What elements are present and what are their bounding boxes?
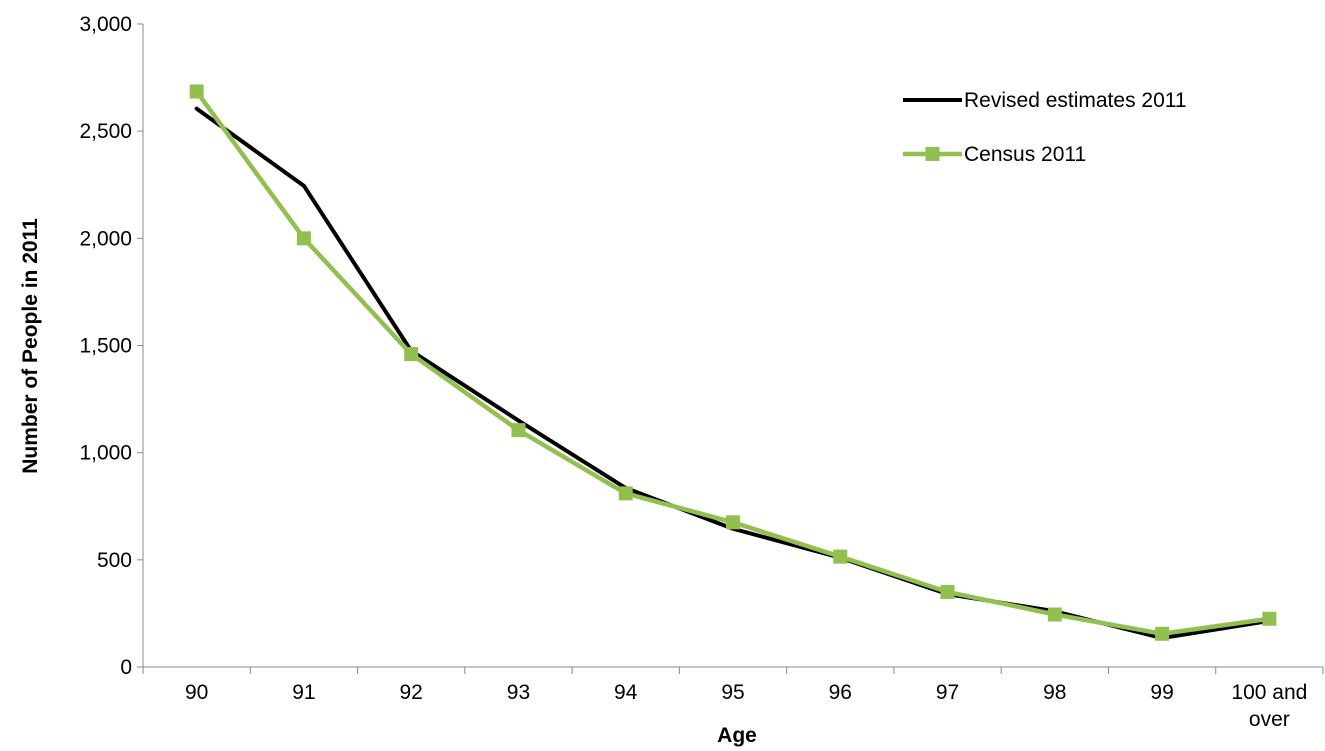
x-tick-label: 90: [185, 681, 208, 704]
census-data-point: [296, 231, 311, 246]
legend: Revised estimates 2011 Census 2011: [903, 89, 1187, 166]
census-data-point: [833, 549, 848, 564]
census-data-point: [511, 423, 526, 438]
y-tick-label: 1,500: [79, 335, 132, 358]
x-tick-label: 91: [292, 681, 315, 704]
x-tick-label: 98: [1043, 681, 1066, 704]
x-tick-label: 96: [829, 681, 852, 704]
legend-label: Census 2011: [964, 143, 1086, 166]
census-data-point: [726, 515, 740, 530]
x-tick-label: 97: [936, 681, 959, 704]
x-tick-label: 99: [1150, 681, 1173, 704]
x-tick-label: 100 and over: [1231, 681, 1307, 731]
y-tick-label: 2,000: [79, 227, 132, 250]
y-tick-label: 0: [120, 656, 132, 679]
series-line-census: [194, 89, 1272, 637]
series: [189, 84, 1277, 641]
y-tick-label: 3,000: [79, 13, 132, 36]
census-data-point: [940, 584, 955, 599]
y-axis-title: Number of People in 2011: [19, 218, 42, 474]
census-data-point: [1262, 611, 1277, 626]
y-tick-label: 1,000: [79, 442, 132, 465]
x-tick-label: 95: [721, 681, 744, 704]
census-data-point: [1047, 607, 1062, 622]
x-tick-label: 93: [507, 681, 530, 704]
y-axis-ticks: 0 500 1,000 1,500 2,000 2,500 3,000: [79, 13, 143, 679]
series-line-revised-estimates: [194, 106, 1272, 641]
axes: [142, 24, 1323, 668]
census-data-point: [189, 84, 204, 99]
legend-label: Revised estimates 2011: [964, 89, 1187, 112]
y-tick-label: 2,500: [79, 120, 132, 143]
x-axis-ticks: 90 91 92 93 94 95 96 97 98 99 100 and over: [142, 667, 1324, 731]
y-tick-label: 500: [97, 549, 132, 572]
x-tick-label: 92: [400, 681, 423, 704]
legend-swatch-marker: [925, 147, 940, 161]
census-data-point: [618, 486, 633, 501]
census-data-point: [404, 347, 419, 362]
x-tick-label: 94: [614, 681, 638, 704]
census-data-point: [1155, 626, 1170, 641]
x-axis-title: Age: [717, 724, 757, 747]
